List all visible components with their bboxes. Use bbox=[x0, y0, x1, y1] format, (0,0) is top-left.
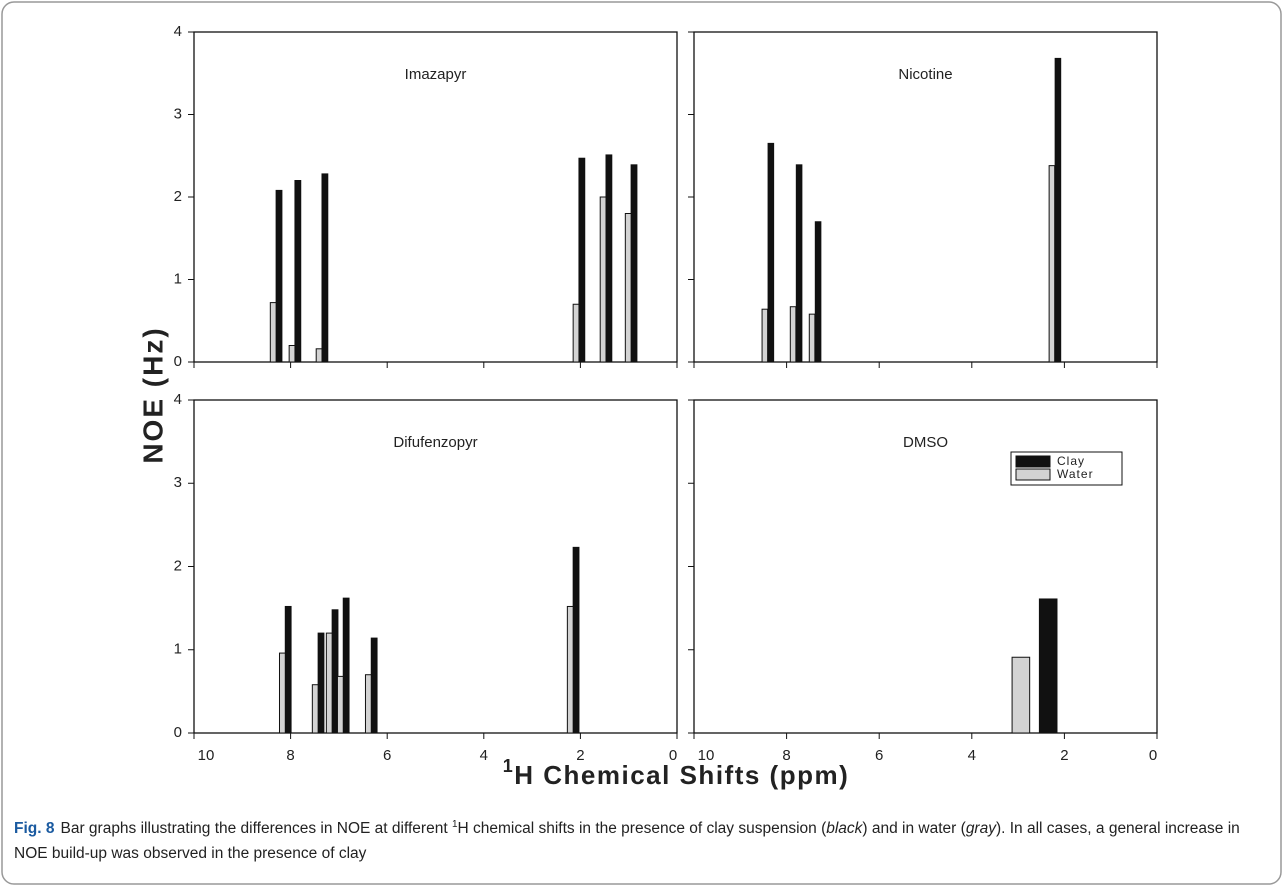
caption: Fig. 8 Bar graphs illustrating the differ… bbox=[14, 812, 1264, 866]
x-tick-label: 6 bbox=[383, 747, 391, 764]
bar bbox=[288, 345, 296, 363]
x-tick-label: 8 bbox=[286, 747, 294, 764]
bar bbox=[311, 684, 319, 734]
x-tick-label: 4 bbox=[968, 747, 976, 764]
y-tick-label: 3 bbox=[174, 474, 182, 491]
panel-title: DMSO bbox=[903, 434, 948, 451]
bar bbox=[275, 189, 283, 363]
legend-label: Clay bbox=[1057, 454, 1085, 468]
bar bbox=[599, 196, 607, 363]
bar bbox=[795, 164, 803, 363]
bar bbox=[284, 605, 292, 734]
y-tick-label: 2 bbox=[174, 188, 182, 205]
bar bbox=[630, 164, 638, 363]
bar bbox=[325, 632, 333, 734]
x-tick-label: 2 bbox=[576, 747, 584, 764]
bar bbox=[336, 675, 344, 734]
caption-text: ). In all cases, a general increase in N… bbox=[14, 820, 1240, 863]
x-tick-label: 10 bbox=[698, 747, 715, 764]
caption-label: Fig. 8 bbox=[14, 820, 55, 838]
bar bbox=[370, 637, 378, 734]
caption-text: black bbox=[826, 820, 863, 838]
x-tick-label: 8 bbox=[782, 747, 790, 764]
x-label-part: 1 bbox=[503, 756, 515, 776]
bar bbox=[317, 632, 325, 734]
y-tick-label: 0 bbox=[174, 724, 182, 741]
bar bbox=[789, 306, 797, 363]
y-tick-label: 0 bbox=[174, 353, 182, 370]
caption-text: ) and in water ( bbox=[862, 820, 966, 838]
bar bbox=[624, 213, 632, 363]
bar bbox=[761, 308, 769, 363]
bar bbox=[269, 302, 277, 363]
caption-text: Bar graphs illustrating the differences … bbox=[60, 820, 452, 838]
x-tick-label: 0 bbox=[1149, 747, 1157, 764]
x-label-part: H Chemical Shifts (ppm) bbox=[514, 760, 849, 790]
y-tick-label: 1 bbox=[174, 641, 182, 658]
bar bbox=[566, 605, 574, 734]
bar bbox=[1038, 598, 1058, 734]
caption-text: H chemical shifts in the presence of cla… bbox=[457, 820, 827, 838]
x-axis-label: 1H Chemical Shifts (ppm) bbox=[503, 756, 850, 790]
y-tick-label: 3 bbox=[174, 105, 182, 122]
x-tick-label: 10 bbox=[198, 747, 215, 764]
bar bbox=[767, 142, 775, 363]
panel-title: Imazapyr bbox=[405, 66, 467, 83]
x-tick-label: 2 bbox=[1060, 747, 1068, 764]
bar bbox=[321, 173, 329, 363]
y-tick-label: 2 bbox=[174, 557, 182, 574]
bar bbox=[342, 597, 350, 734]
bar bbox=[814, 221, 822, 363]
bar bbox=[605, 154, 613, 363]
bar bbox=[364, 674, 372, 734]
bar bbox=[294, 180, 302, 363]
panel-title: Difufenzopyr bbox=[393, 434, 477, 451]
bar bbox=[278, 652, 286, 734]
y-tick-label: 4 bbox=[174, 23, 182, 40]
legend-swatch bbox=[1015, 468, 1051, 481]
caption-text: gray bbox=[965, 820, 996, 838]
x-tick-label: 0 bbox=[669, 747, 677, 764]
x-tick-label: 6 bbox=[875, 747, 883, 764]
bar bbox=[1048, 165, 1056, 363]
caption-text: 1 bbox=[451, 819, 458, 830]
y-axis-label: NOE (Hz) bbox=[137, 326, 168, 463]
y-tick-label: 4 bbox=[174, 391, 182, 408]
legend-swatch bbox=[1015, 455, 1051, 468]
bar bbox=[578, 157, 586, 363]
bar bbox=[315, 348, 323, 363]
bar bbox=[1011, 656, 1031, 734]
bar bbox=[572, 303, 580, 363]
bar bbox=[1054, 57, 1062, 363]
y-tick-label: 1 bbox=[174, 270, 182, 287]
bar bbox=[808, 313, 816, 363]
bar bbox=[572, 546, 580, 734]
legend-label: Water bbox=[1057, 467, 1094, 481]
x-tick-label: 4 bbox=[480, 747, 488, 764]
panel-title: Nicotine bbox=[898, 66, 952, 83]
